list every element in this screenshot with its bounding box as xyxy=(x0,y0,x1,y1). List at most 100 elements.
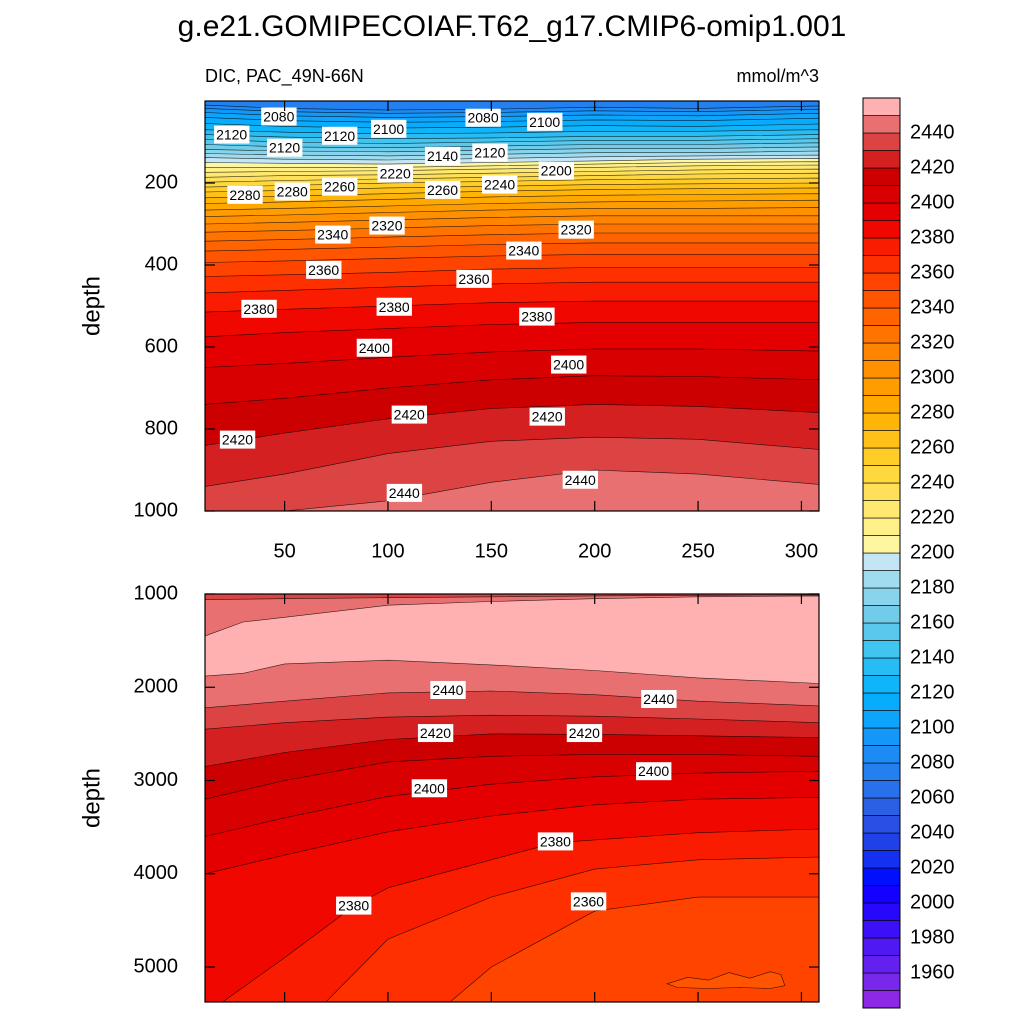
colorbar-box xyxy=(862,832,901,851)
contour-label: 2380 xyxy=(540,833,571,849)
colorbar-tick-label: 1980 xyxy=(910,926,955,948)
colorbar-box xyxy=(862,360,901,379)
colorbar-box xyxy=(862,675,901,694)
contour-label: 2400 xyxy=(359,340,390,356)
colorbar-frame xyxy=(862,97,901,1009)
contour-label-box xyxy=(562,470,599,489)
contour-label: 2200 xyxy=(541,163,572,179)
contour-label: 2120 xyxy=(216,127,247,143)
contour-label-box xyxy=(356,338,393,357)
contour-label: 2380 xyxy=(521,309,552,325)
colorbar-box xyxy=(862,780,901,799)
contour-label: 2320 xyxy=(371,218,402,234)
y-tick-label: 800 xyxy=(145,417,178,439)
contour-label: 2120 xyxy=(324,128,355,144)
colorbar-tick-label: 2000 xyxy=(910,891,955,913)
colorbar-tick-label: 2260 xyxy=(910,436,955,458)
chart-title: g.e21.GOMIPECOIAF.T62_g17.CMIP6-omip1.00… xyxy=(178,10,847,43)
contour-label-box xyxy=(219,430,256,449)
contour-label: 2380 xyxy=(379,299,410,315)
contour-label-box xyxy=(482,175,518,194)
colorbar-box xyxy=(862,202,901,221)
colorbar-box xyxy=(862,97,901,116)
contour-band xyxy=(205,469,819,511)
contour-label-box xyxy=(417,724,454,743)
colorbar-tick-label: 2400 xyxy=(910,191,955,213)
colorbar-tick-label: 2300 xyxy=(910,366,955,388)
plot-area: 2120 2080 2120 2100 2080 2100 2120 2140 2120 2200… xyxy=(205,101,819,511)
colorbar-box xyxy=(862,710,901,729)
contour-label-box xyxy=(551,355,587,374)
colorbar-box xyxy=(862,745,901,764)
contour-label: 2440 xyxy=(432,682,463,698)
y-axis-label: depth xyxy=(78,276,105,336)
colorbar-box xyxy=(862,657,901,676)
colorbar-box xyxy=(862,482,901,501)
colorbar-tick-label: 2320 xyxy=(910,331,955,353)
contour-label: 2260 xyxy=(427,182,458,198)
colorbar-box xyxy=(862,342,901,361)
contour-label: 2280 xyxy=(229,187,260,203)
contour-label: 2360 xyxy=(308,262,339,278)
contour-label-box xyxy=(315,225,351,244)
x-tick-label: 300 xyxy=(785,540,818,562)
colorbar-tick-label: 2160 xyxy=(910,611,955,633)
colorbar-box xyxy=(862,762,901,781)
colorbar-box xyxy=(862,885,901,904)
contour-label: 2400 xyxy=(414,780,445,796)
y-tick-label: 4000 xyxy=(134,862,179,884)
contour-label: 2280 xyxy=(277,184,308,200)
contour-label-box xyxy=(369,216,405,235)
colorbar-box xyxy=(862,185,901,204)
contour-label-box xyxy=(519,307,555,326)
colorbar-box xyxy=(862,115,901,134)
contour-label-box xyxy=(386,483,423,502)
contour-label-box xyxy=(391,405,428,424)
colorbar-box xyxy=(862,447,901,466)
contour-label: 2420 xyxy=(222,432,253,448)
contour-label-box xyxy=(566,724,603,743)
units: mmol/m^3 xyxy=(737,66,819,86)
colorbar-box xyxy=(862,937,901,956)
contour-label: 2360 xyxy=(458,271,489,287)
colorbar-tick-label: 2380 xyxy=(910,226,955,248)
colorbar-tick-label: 2420 xyxy=(910,156,955,178)
colorbar-box xyxy=(862,377,901,396)
contour-label-box xyxy=(267,138,303,157)
colorbar-box xyxy=(862,412,901,431)
x-tick-label: 200 xyxy=(578,540,611,562)
colorbar-tick-label: 2340 xyxy=(910,296,955,318)
contour-label-box xyxy=(641,690,677,709)
contour-label: 2320 xyxy=(561,222,592,238)
colorbar-box xyxy=(862,255,901,274)
contour-label: 2120 xyxy=(474,145,505,161)
x-tick-label: 50 xyxy=(273,540,295,562)
plot-area: 2440 2440 2420 2420 2400 2400 2380 2380 2360 xyxy=(205,594,819,1002)
contour-label: 2240 xyxy=(484,177,515,193)
plot-frame xyxy=(204,593,820,1003)
colorbar-box xyxy=(862,552,901,571)
colorbar-box xyxy=(862,132,901,151)
colorbar-box xyxy=(862,430,901,449)
colorbar-box xyxy=(862,237,901,256)
contour-label: 2100 xyxy=(529,114,560,130)
contour-label-box xyxy=(506,241,542,260)
colorbar-tick-label: 2100 xyxy=(910,716,955,738)
contour-label: 2440 xyxy=(643,691,674,707)
colorbar-box xyxy=(862,605,901,624)
contour-label-box xyxy=(336,896,372,915)
contour-label: 2420 xyxy=(394,407,425,423)
y-tick-label: 400 xyxy=(145,253,178,275)
contour-label-box xyxy=(424,180,461,199)
x-tick-label: 250 xyxy=(681,540,714,562)
contour-label: 2120 xyxy=(269,140,300,156)
colorbar-box xyxy=(862,517,901,536)
colorbar-tick-label: 2440 xyxy=(910,121,955,143)
contour-label: 2440 xyxy=(565,472,596,488)
colorbar-box xyxy=(862,902,901,921)
x-tick-label: 150 xyxy=(475,540,508,562)
colorbar-box xyxy=(862,850,901,869)
colorbar-box xyxy=(862,587,901,606)
colorbar-box xyxy=(862,325,901,344)
contour-label-box xyxy=(472,143,508,162)
